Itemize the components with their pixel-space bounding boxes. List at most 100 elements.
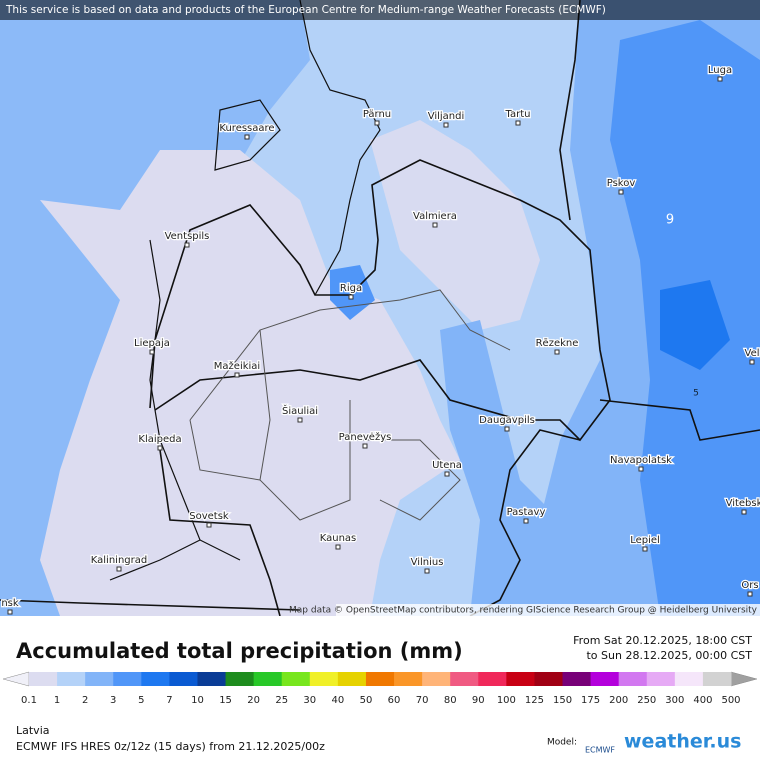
legend-tick-label: 3 [110, 695, 116, 706]
legend-tick-label: 400 [693, 695, 712, 706]
city-marker [515, 120, 521, 126]
city-label: Navapolatsk [610, 455, 672, 466]
legend-tick-label: 200 [609, 695, 628, 706]
attribution-bar [0, 0, 760, 20]
city-marker [362, 443, 368, 449]
legend-under-arrow [2, 671, 30, 687]
city-marker [297, 417, 303, 423]
city-label: Tartu [505, 109, 531, 120]
legend-swatch [618, 672, 648, 686]
precip-area [440, 320, 560, 616]
legend-tick-label: 10 [191, 695, 204, 706]
legend-title: Accumulated total precipitation (mm) [16, 639, 463, 663]
legend-swatch [422, 672, 451, 686]
legend-tick-label: 30 [303, 695, 316, 706]
legend-tick-label: 175 [581, 695, 600, 706]
legend-tick-label: 20 [247, 695, 260, 706]
legend-swatch [674, 672, 704, 686]
brand: weather.us [624, 731, 741, 753]
contour-label: 5 [693, 389, 699, 399]
legend-tick-label: 300 [665, 695, 684, 706]
legend-swatch [253, 672, 283, 686]
city-marker [335, 544, 341, 550]
legend-swatch [478, 672, 507, 686]
city-label: Utena [432, 460, 462, 471]
city-marker [523, 518, 529, 524]
legend-tick-label: 500 [721, 695, 740, 706]
legend-swatch [590, 672, 620, 686]
city-label: Luga [708, 65, 732, 76]
city-label: Mažeikiai [214, 360, 260, 372]
city-label: Pärnu [363, 109, 391, 120]
city-marker [504, 426, 510, 432]
city-marker [741, 509, 747, 515]
model-logo: ECMWF [585, 746, 615, 755]
legend-swatch [365, 672, 395, 686]
city-marker [618, 189, 624, 195]
city-label: Vel [745, 348, 760, 359]
legend-swatch [57, 672, 86, 686]
city-label: nsk [1, 598, 19, 609]
city-label: Šiauliai [282, 404, 318, 417]
city-label: Lepiel [630, 535, 660, 546]
legend-swatch [562, 672, 592, 686]
city-label: Viljandi [428, 111, 465, 122]
city-marker [717, 76, 723, 82]
legend-swatch [450, 672, 479, 686]
legend-tick-label: 2 [82, 695, 88, 706]
legend-tick-label: 50 [360, 695, 373, 706]
model-label: Model: [547, 738, 577, 748]
city-label: Valmiera [413, 211, 457, 222]
legend-swatch [534, 672, 564, 686]
city-label: Ors [741, 580, 758, 591]
precip-area [370, 120, 540, 330]
city-marker [749, 359, 755, 365]
city-marker [424, 568, 430, 574]
city-marker [443, 122, 449, 128]
legend-tick-label: 250 [637, 695, 656, 706]
legend-swatch [113, 672, 142, 686]
legend-swatch [646, 672, 676, 686]
legend-tick-label: 90 [472, 695, 485, 706]
precip-area [40, 150, 460, 616]
attribution: This service is based on data and produc… [5, 4, 606, 16]
legend-tick-label: 0.1 [21, 695, 37, 706]
city-label: Kuressaare [219, 123, 274, 134]
period-from: From Sat 20.12.2025, 18:00 CST [573, 634, 752, 647]
city-marker [638, 466, 644, 472]
city-label: Pastavy [507, 507, 546, 518]
city-label: Rēzekne [536, 338, 579, 349]
legend-swatch [506, 672, 535, 686]
legend-tick-label: 1 [54, 695, 60, 706]
city-marker [348, 294, 354, 300]
city-marker [374, 120, 380, 126]
legend-tick-label: 5 [138, 695, 144, 706]
city-marker [444, 471, 450, 477]
coastline [109, 0, 381, 581]
city-label: Ventspils [165, 231, 210, 242]
city-marker [244, 134, 250, 140]
legend-swatch [141, 672, 170, 686]
legend-swatch [169, 672, 198, 686]
legend-tick-label: 60 [388, 695, 401, 706]
legend-tick-label: 15 [219, 695, 232, 706]
period-to: to Sun 28.12.2025, 00:00 CST [586, 649, 752, 662]
city-label: Panevėžys [339, 431, 392, 443]
legend-tick-label: 100 [497, 695, 516, 706]
legend-tick-label: 125 [525, 695, 544, 706]
map-credit: Map data © OpenStreetMap contributors, r… [289, 606, 758, 616]
city-marker [184, 242, 190, 248]
city-label: Sovetsk [189, 511, 229, 522]
region: Latvia [16, 724, 50, 737]
city-marker [642, 546, 648, 552]
city-label: Riga [340, 283, 362, 294]
city-label: Vitebsk [726, 498, 760, 509]
city-label: Kaunas [320, 533, 357, 544]
legend-over-arrow [730, 671, 758, 687]
legend-tick-label: 70 [416, 695, 429, 706]
model-info: ECMWF IFS HRES 0z/12z (15 days) from 21.… [16, 740, 325, 753]
city-marker [116, 566, 122, 572]
city-marker [206, 522, 212, 528]
city-label: Liepaja [134, 338, 170, 349]
